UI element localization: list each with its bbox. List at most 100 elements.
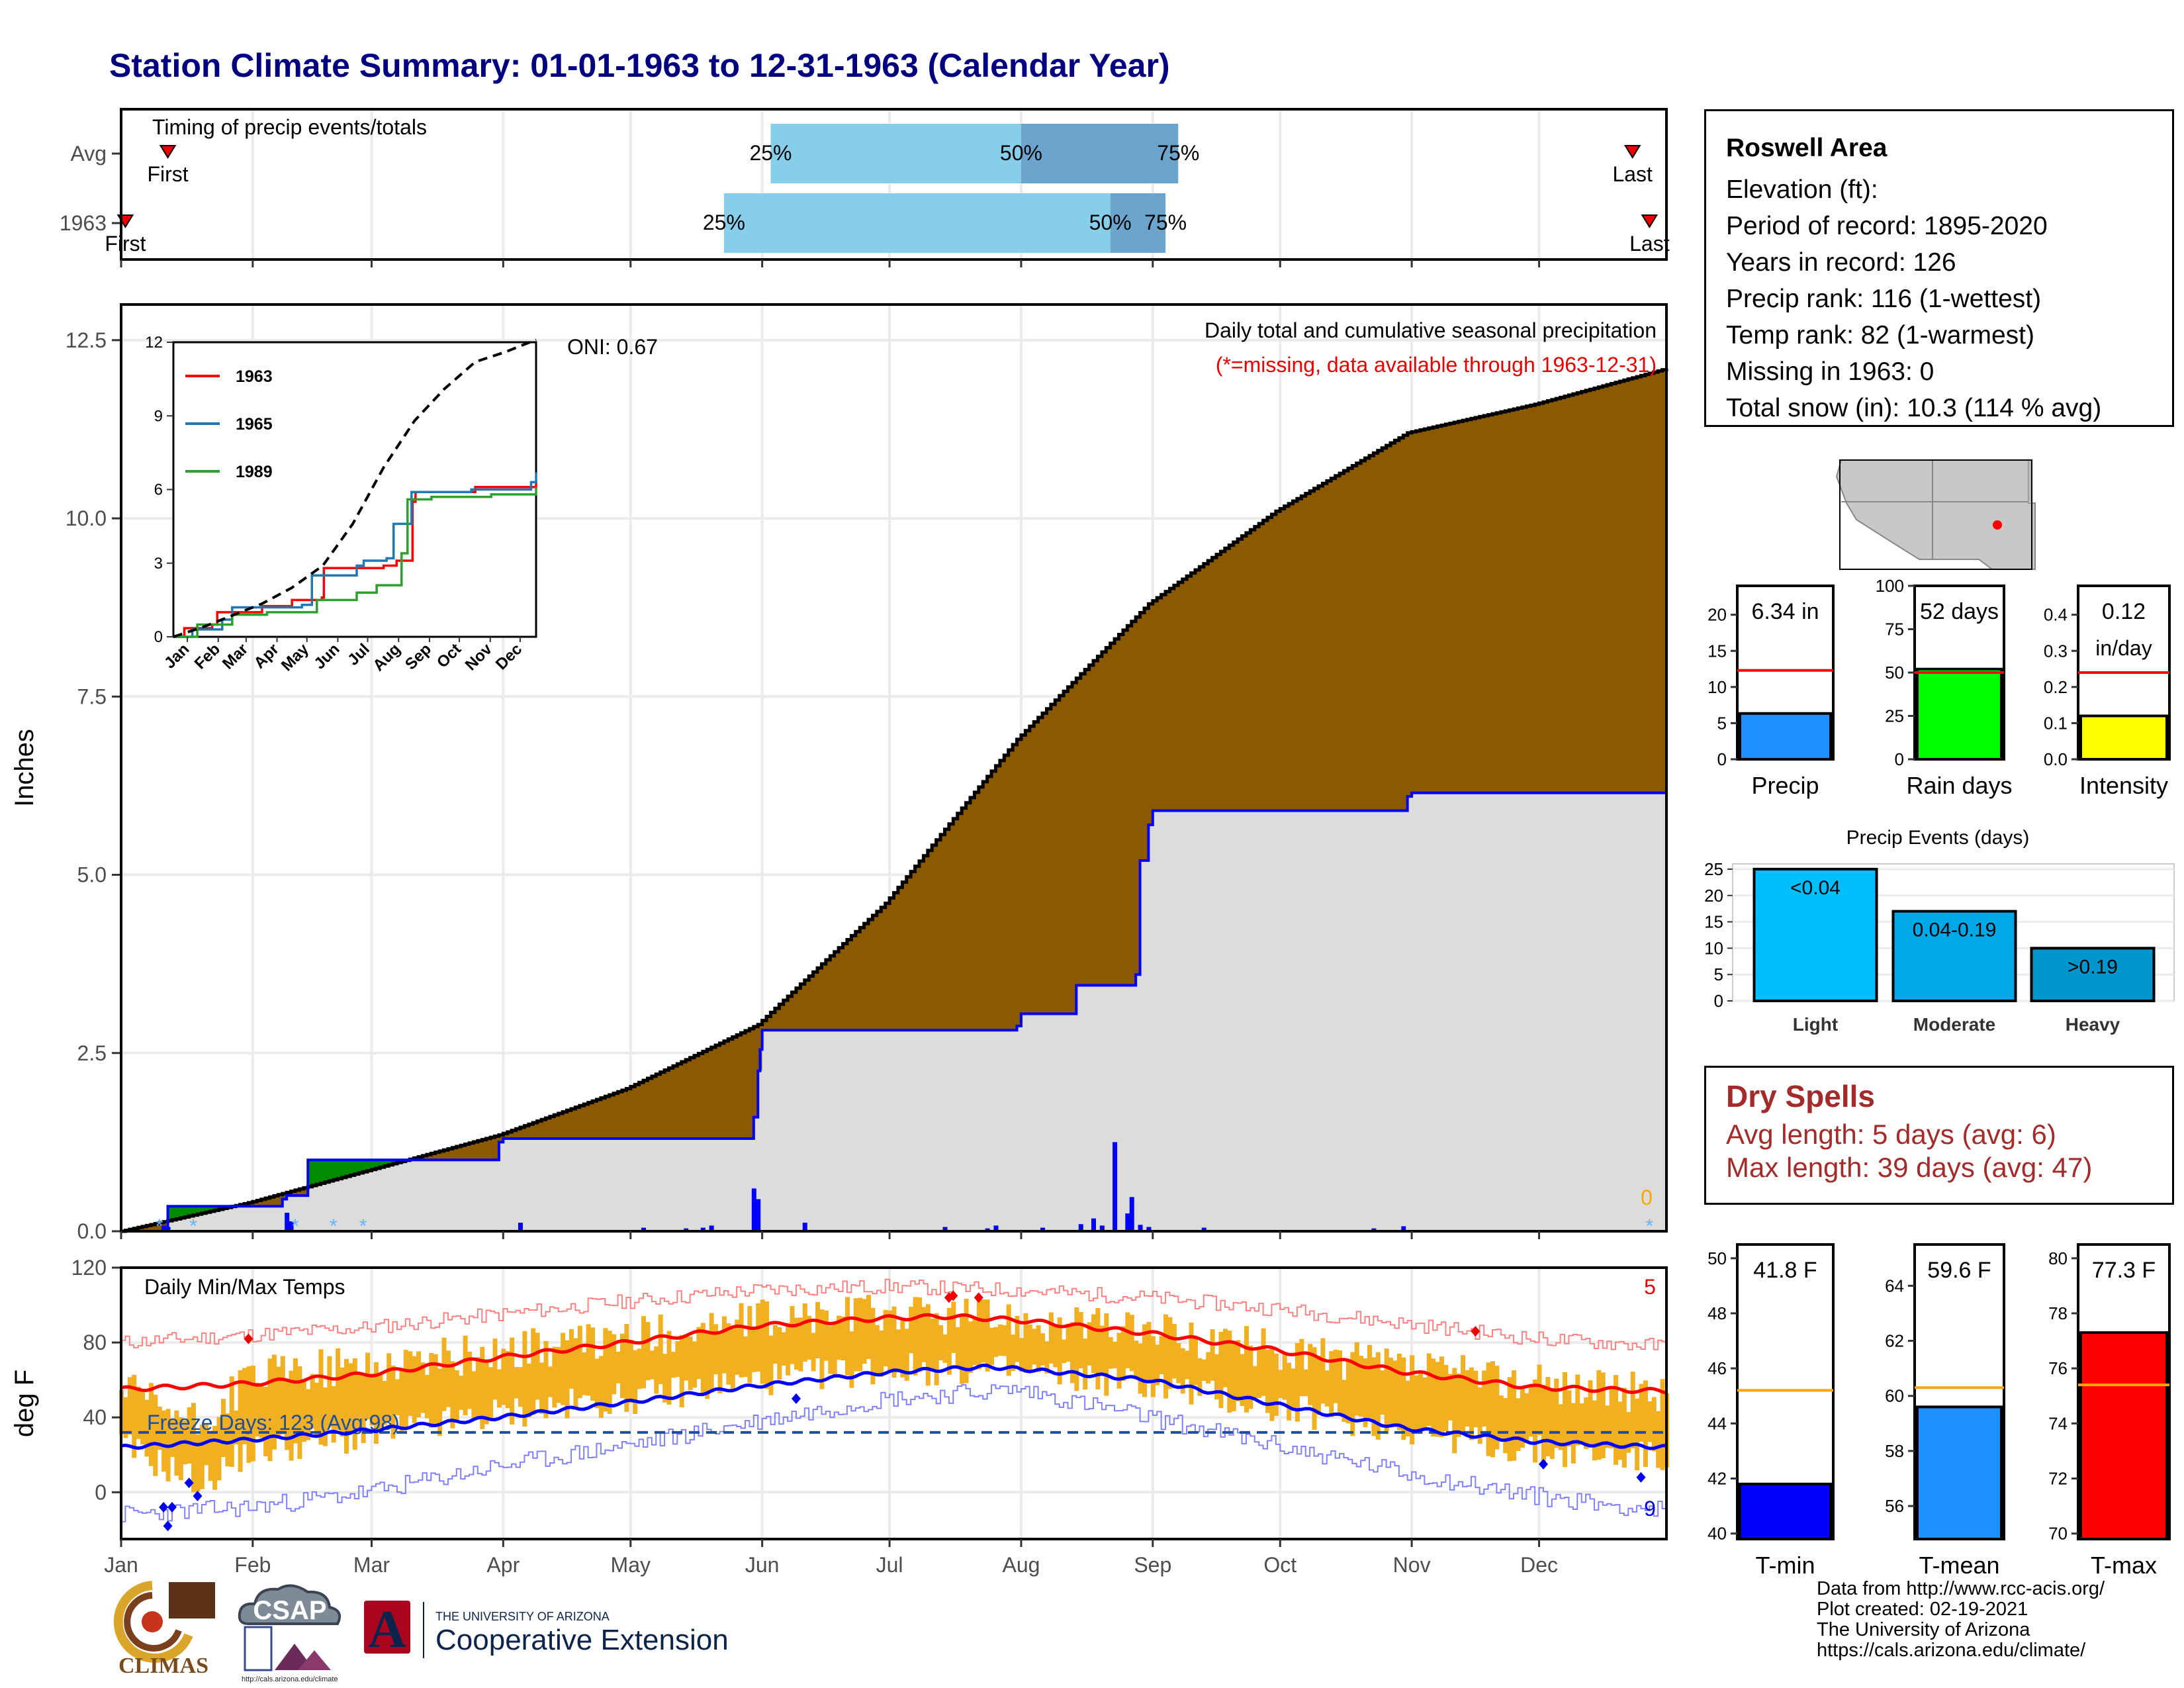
daily-temp-bar — [1617, 1401, 1623, 1460]
daily-temp-bar — [1252, 1366, 1257, 1400]
daily-temp-bar — [144, 1399, 150, 1457]
daily-temp-bar — [1477, 1387, 1482, 1444]
daily-temp-bar — [1129, 1315, 1134, 1372]
daily-precip-bar — [1125, 1213, 1130, 1231]
record-low-marker — [159, 1501, 169, 1513]
daily-temp-bar — [1083, 1338, 1088, 1390]
daily-temp-bar — [692, 1341, 698, 1388]
precip-panel-border — [120, 303, 1668, 1233]
temp-ytick-label: 80 — [83, 1331, 107, 1354]
inset-ytick-label: 12 — [145, 334, 163, 352]
daily-precip-bar — [1040, 1227, 1046, 1231]
daily-temp-bar — [467, 1351, 473, 1409]
daily-temp-bar — [522, 1331, 527, 1427]
daily-temp-bar — [1575, 1374, 1580, 1446]
daily-temp-bar — [1651, 1397, 1657, 1452]
daily-temp-bar — [1533, 1379, 1538, 1463]
inset-ytick-label: 3 — [154, 555, 163, 573]
footer-university: The University of Arizona — [1817, 1619, 2030, 1640]
daily-temp-bar — [365, 1352, 371, 1420]
daily-temp-bar — [1218, 1332, 1224, 1409]
daily-temp-bar — [1524, 1393, 1529, 1442]
daily-precip-bar — [942, 1227, 948, 1231]
daily-temp-bar — [153, 1394, 158, 1476]
precip-observed-area — [121, 779, 1666, 1231]
daily-temp-bar — [1375, 1352, 1381, 1440]
small-chart-ytick-label: 80 — [2048, 1248, 2068, 1268]
daily-temp-bar — [874, 1325, 880, 1374]
daily-temp-bar — [1299, 1338, 1304, 1397]
daily-temp-bar — [1011, 1334, 1016, 1371]
map-frame — [1839, 459, 2032, 570]
daily-temp-bar — [989, 1327, 995, 1365]
csap-logo-text: CSAP — [253, 1596, 326, 1625]
precip-ytick-label: 5.0 — [77, 863, 107, 887]
daily-temp-bar — [1541, 1385, 1546, 1463]
station-total-snow: Total snow (in): 10.3 (114 % avg) — [1726, 394, 2102, 422]
daily-temp-bar — [735, 1319, 740, 1375]
daily-temp-bar — [496, 1369, 502, 1408]
small-chart-value-bar — [1916, 667, 2003, 761]
timing-bar-q50-q75 — [1110, 193, 1166, 253]
daily-temp-bar — [739, 1303, 744, 1378]
small-chart-ytick-label: 60 — [1885, 1386, 1904, 1406]
snow-day-marker: * — [330, 1215, 338, 1237]
precip-events-category-label: Moderate — [1913, 1014, 1995, 1035]
month-xtick-label: Nov — [1393, 1553, 1431, 1577]
daily-precip-bar — [1371, 1228, 1377, 1231]
dry-spells-avg: Avg length: 5 days (avg: 6) — [1726, 1119, 2056, 1150]
timing-bar-q50-q75 — [1021, 124, 1179, 183]
precip-events-bar — [1891, 910, 2017, 1002]
month-xtick-label: Aug — [1002, 1553, 1040, 1577]
small-chart-title: Precip — [1751, 772, 1819, 799]
dry-spells-title: Dry Spells — [1726, 1079, 1875, 1113]
precip-events-ytick-label: 15 — [1704, 912, 1723, 932]
daily-temp-bar — [1584, 1397, 1589, 1449]
timing-title: Timing of precip events/totals — [152, 115, 427, 139]
daily-temp-bar — [895, 1329, 901, 1373]
daily-temp-bar — [1554, 1378, 1559, 1448]
daily-temp-bar — [1656, 1411, 1661, 1468]
daily-temp-bar — [1134, 1340, 1139, 1379]
climas-logo: CLIMAS — [113, 1581, 215, 1678]
daily-temp-bar — [1405, 1380, 1410, 1436]
daily-temp-bar — [1273, 1353, 1279, 1416]
small-chart-value-bar — [2079, 1331, 2168, 1540]
daily-temp-bar — [1193, 1338, 1198, 1385]
daily-temp-bar — [679, 1335, 684, 1408]
daily-temp-bar — [1503, 1397, 1508, 1454]
daily-temp-bar — [204, 1424, 209, 1466]
daily-temp-bar — [348, 1363, 353, 1434]
daily-temp-bar — [717, 1334, 723, 1393]
location-map — [1835, 459, 2036, 570]
daily-temp-bar — [709, 1313, 714, 1393]
daily-temp-bar — [1171, 1323, 1177, 1379]
daily-temp-bar — [454, 1370, 459, 1421]
daily-temp-bar — [1507, 1377, 1512, 1462]
daily-temp-bar — [463, 1335, 468, 1416]
daily-temp-bar — [1647, 1401, 1653, 1442]
daily-temp-bar — [670, 1352, 676, 1378]
station-years-in-record: Years in record: 126 — [1726, 248, 1956, 277]
daily-temp-bar — [624, 1323, 629, 1412]
daily-temp-bar — [619, 1333, 625, 1399]
daily-temp-bar — [412, 1356, 417, 1423]
daily-temp-bar — [688, 1336, 693, 1390]
daily-temp-bar — [552, 1346, 557, 1408]
daily-temp-bar — [1490, 1361, 1495, 1458]
daily-precip-bar — [161, 1225, 167, 1231]
daily-precip-bar — [709, 1225, 714, 1231]
daily-temp-bar — [612, 1334, 617, 1395]
daily-temp-bar — [539, 1362, 545, 1414]
daily-temp-bar — [238, 1370, 243, 1472]
daily-temp-bar — [234, 1410, 239, 1445]
daily-temp-bar — [1257, 1347, 1262, 1398]
daily-temp-bar — [756, 1303, 761, 1372]
snow-day-marker: * — [1645, 1215, 1653, 1237]
station-info-box: Roswell Area Elevation (ft): Period of r… — [1704, 109, 2174, 427]
small-chart-ytick-label: 78 — [2048, 1303, 2068, 1323]
daily-temp-bar — [1099, 1325, 1105, 1374]
daily-temp-bar — [220, 1399, 226, 1458]
precip-ytick-label: 0.0 — [77, 1219, 107, 1243]
daily-precip-bar — [993, 1225, 999, 1231]
